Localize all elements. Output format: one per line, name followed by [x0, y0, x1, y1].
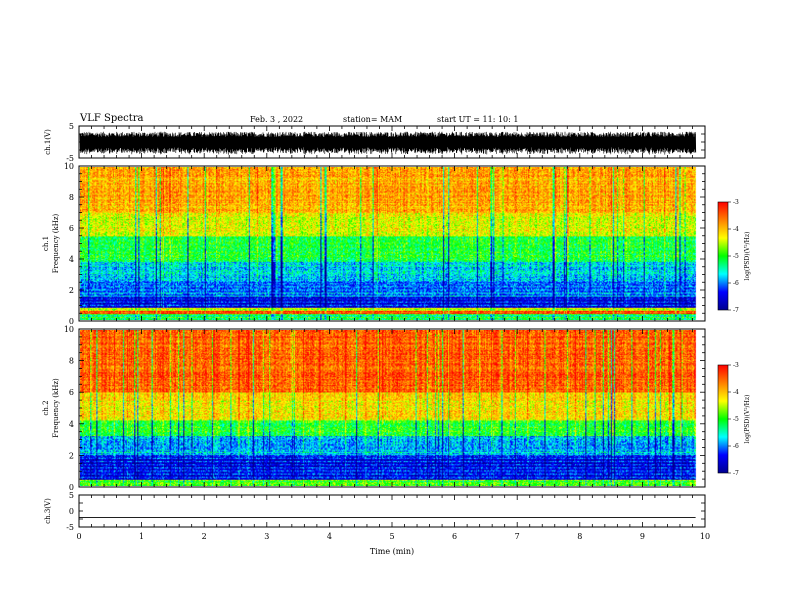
y-tick-label: 5	[69, 491, 74, 500]
y-axis-title: Frequency (kHz)	[52, 213, 60, 273]
x-tick-label: 1	[139, 532, 144, 541]
ch1-waveform	[79, 131, 697, 155]
date-label: Feb. 3 , 2022	[250, 115, 304, 124]
y-tick-label: 5	[69, 122, 74, 131]
y-tick-label: 2	[69, 451, 74, 460]
colorbar-tick-label: -3	[733, 362, 739, 369]
y-tick-label: 6	[69, 388, 74, 397]
ch1-spectrogram	[80, 167, 704, 320]
colorbar-tick-label: -5	[733, 416, 739, 423]
x-tick-label: 6	[452, 532, 457, 541]
y-axis-title: ch.1(V)	[44, 129, 52, 155]
y-tick-label: -5	[66, 154, 74, 163]
figure-title: VLF Spectra	[80, 113, 144, 124]
y-tick-label: 8	[69, 193, 74, 202]
station-label: station= MAM	[343, 115, 403, 124]
colorbar-tick-label: -7	[733, 470, 739, 477]
colorbar-tick-label: -5	[733, 253, 739, 260]
x-tick-label: 9	[640, 532, 645, 541]
ch2-spectrogram	[80, 330, 704, 486]
x-tick-label: 4	[327, 532, 332, 541]
y-tick-label: 4	[69, 420, 74, 429]
y-tick-label: 8	[69, 357, 74, 366]
colorbar-tick-label: -6	[733, 443, 739, 450]
y-tick-label: 2	[69, 286, 74, 295]
y-tick-label: 0	[69, 483, 74, 492]
x-tick-label: 3	[264, 532, 269, 541]
colorbar-label: log(PSD)(V²/Hz)	[744, 232, 751, 281]
colorbar-tick-label: -4	[733, 389, 739, 396]
colorbar-tick-label: -6	[733, 280, 739, 287]
y-tick-label: 0	[69, 317, 74, 326]
x-tick-label: 8	[577, 532, 582, 541]
channel-label: ch.2	[42, 400, 50, 415]
colorbar-tick-label: -7	[733, 307, 739, 314]
x-tick-label: 0	[76, 532, 81, 541]
y-tick-label: 4	[69, 255, 74, 264]
x-tick-label: 2	[202, 532, 207, 541]
y-tick-label: 6	[69, 224, 74, 233]
channel-label: ch.1	[42, 236, 50, 251]
y-axis-title: ch.3(V)	[44, 498, 52, 524]
x-axis-title: Time (min)	[370, 547, 414, 556]
x-tick-label: 10	[700, 532, 710, 541]
y-axis-title: Frequency (kHz)	[52, 378, 60, 438]
start-time-label: start UT = 11: 10: 1	[437, 115, 519, 124]
x-tick-label: 7	[515, 532, 520, 541]
ch1-spectrogram-colorbar	[717, 201, 729, 311]
colorbar-label: log(PSD)(V²/Hz)	[744, 395, 751, 444]
colorbar-tick-label: -4	[733, 226, 739, 233]
ch2-spectrogram-colorbar	[717, 364, 729, 474]
y-tick-label: 0	[69, 507, 74, 516]
y-tick-label: 10	[64, 325, 74, 334]
y-tick-label: 10	[64, 162, 74, 171]
x-tick-label: 5	[389, 532, 394, 541]
y-tick-label: -5	[66, 523, 74, 532]
colorbar-tick-label: -3	[733, 199, 739, 206]
